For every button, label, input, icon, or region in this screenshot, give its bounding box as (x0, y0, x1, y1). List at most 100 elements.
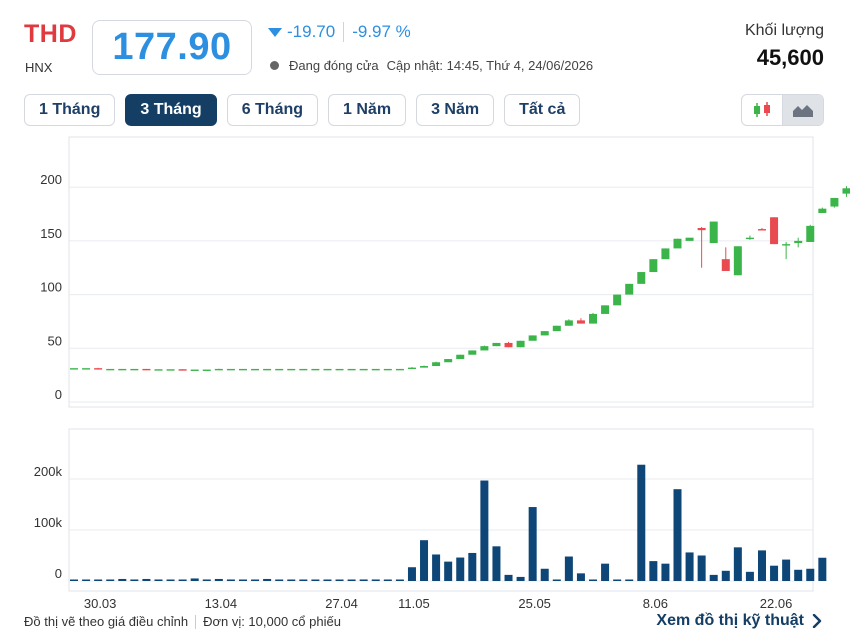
price-candle (154, 369, 163, 371)
candle-body (540, 331, 549, 336)
volume-bar (190, 578, 199, 581)
candle-body (395, 368, 404, 371)
price-candle (685, 237, 694, 241)
price-candle (552, 325, 561, 332)
candle-body (178, 369, 187, 371)
tab-1-year[interactable]: 1 Năm (328, 94, 407, 126)
volume-bar (661, 563, 670, 581)
volume-bar (106, 579, 115, 581)
volume-bar (214, 578, 223, 581)
volume-bar (94, 579, 103, 581)
price-candle (673, 238, 682, 249)
candle-body (794, 240, 803, 244)
area-view-button[interactable] (782, 95, 823, 125)
candlestick-view-button[interactable] (742, 95, 782, 125)
volume-bar (118, 578, 127, 581)
change-percent: -9.97 % (352, 22, 411, 41)
price-candle (528, 335, 537, 341)
area-chart-icon (793, 105, 813, 117)
tab-1-month[interactable]: 1 Tháng (24, 94, 116, 126)
candle-body (564, 320, 573, 326)
volume-bar (757, 550, 766, 581)
price-candle (432, 361, 441, 367)
volume-bar (625, 579, 634, 581)
tab-all[interactable]: Tất cả (504, 94, 581, 126)
candle-body (782, 244, 791, 246)
candle-body (432, 362, 441, 367)
volume-bar (178, 579, 187, 581)
candle-body (226, 368, 235, 371)
candle-body (637, 272, 646, 284)
price-candle (251, 368, 260, 371)
volume-bar (238, 579, 247, 581)
volume-bar (287, 579, 296, 581)
technical-chart-link-label: Xem đồ thị kỹ thuật (656, 612, 804, 629)
price-candle (82, 368, 91, 370)
volume-bar (601, 563, 610, 581)
volume-bar (82, 579, 91, 581)
volume-bar (552, 579, 561, 581)
price-candle (407, 367, 416, 370)
price-candle (130, 368, 139, 371)
volume-bar (468, 552, 477, 581)
candle-body (238, 368, 247, 371)
candle-body (745, 237, 754, 240)
volume-bar (540, 568, 549, 581)
candle-body (166, 369, 175, 371)
price-candle (480, 345, 489, 351)
volume-bar (263, 578, 272, 581)
price-candle (444, 359, 453, 363)
volume-bar (709, 574, 718, 581)
candle-body (709, 221, 718, 244)
price-candle (70, 368, 78, 370)
price-candle (142, 368, 151, 371)
volume-bar (528, 507, 537, 581)
tab-3-years[interactable]: 3 Năm (416, 94, 495, 126)
price-candle (106, 368, 115, 371)
adjusted-price-note: Đồ thị vẽ theo giá điều chỉnh (24, 614, 189, 629)
price-candle (190, 369, 199, 371)
volume-bar (818, 557, 827, 581)
candle-body (407, 367, 416, 370)
volume-bar (432, 554, 441, 581)
price-candle (709, 221, 718, 244)
candle-body (299, 368, 308, 371)
volume-value: 45,600 (756, 45, 824, 70)
volume-bar (733, 547, 742, 581)
candle-body (190, 369, 199, 371)
volume-bar (504, 574, 513, 581)
candle-body (130, 368, 139, 371)
chart-footer-note: Đồ thị vẽ theo giá điều chỉnh Đơn vị: 10… (24, 614, 341, 629)
candle-body (202, 369, 211, 371)
volume-bar (202, 579, 211, 581)
price-candle (661, 248, 670, 260)
candle-body (263, 368, 272, 371)
candle-body (456, 354, 465, 360)
price-candle (770, 217, 779, 245)
price-candle (842, 186, 850, 197)
candle-body (601, 305, 610, 314)
candle-body (504, 342, 513, 348)
candle-body (685, 237, 694, 241)
tab-3-months[interactable]: 3 Tháng (125, 94, 217, 126)
price-candle (757, 228, 766, 231)
price-candle (94, 367, 103, 370)
volume-plot-frame (68, 428, 814, 592)
x-axis-tick: 22.06 (760, 596, 793, 611)
candle-body (335, 368, 344, 371)
volume-bar (420, 540, 429, 581)
x-axis-tick: 8.06 (643, 596, 668, 611)
volume-label: Khối lượng (744, 22, 824, 39)
price-candle (347, 368, 356, 371)
down-triangle-icon (268, 27, 282, 37)
price-candle (697, 226, 706, 268)
tab-6-months[interactable]: 6 Tháng (226, 94, 319, 126)
candlestick-icon (754, 102, 770, 117)
volume-bar (226, 579, 235, 581)
price-candle (625, 283, 634, 295)
volume-bar (142, 578, 151, 581)
candle-body (371, 368, 380, 371)
technical-chart-link[interactable]: Xem đồ thị kỹ thuật (656, 612, 822, 630)
price-candle (311, 368, 320, 371)
volume-y-tick: 100k (34, 515, 63, 530)
